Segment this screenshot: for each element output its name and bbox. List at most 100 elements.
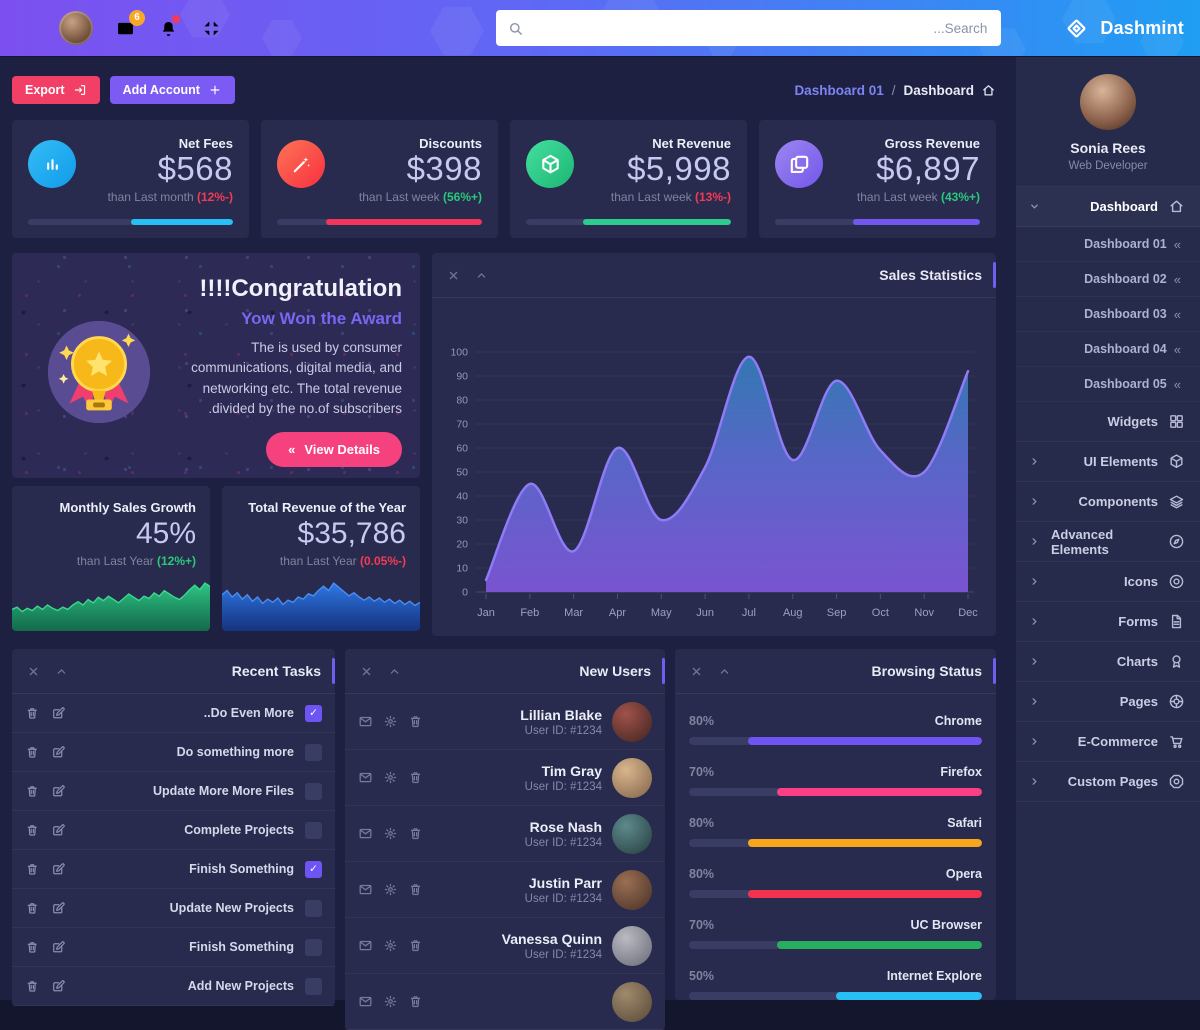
brand-logo[interactable]: Dashmint xyxy=(1063,15,1184,42)
edit-icon[interactable] xyxy=(51,745,66,760)
browser-usage-row: 70% Firefox xyxy=(675,745,996,796)
sidebar-subitem-dashboard-03[interactable]: Dashboard 03 « xyxy=(1016,297,1200,332)
trash-icon[interactable] xyxy=(25,862,40,877)
edit-icon[interactable] xyxy=(51,901,66,916)
edit-icon[interactable] xyxy=(51,823,66,838)
envelope-icon[interactable] xyxy=(358,882,373,897)
envelope-icon[interactable] xyxy=(358,826,373,841)
edit-icon[interactable] xyxy=(51,784,66,799)
envelope-icon[interactable] xyxy=(358,938,373,953)
trash-icon[interactable] xyxy=(25,745,40,760)
sidebar-profile: Sonia Rees Web Developer xyxy=(1016,56,1200,187)
trash-icon[interactable] xyxy=(408,994,423,1009)
sidebar-item-components[interactable]: Components xyxy=(1016,482,1200,522)
export-button[interactable]: Export xyxy=(12,76,100,104)
trash-icon[interactable] xyxy=(25,784,40,799)
sidebar-item-dashboard[interactable]: Dashboard xyxy=(1016,187,1200,227)
edit-icon[interactable] xyxy=(51,979,66,994)
gear-icon[interactable] xyxy=(383,938,398,953)
dashmint-logo-icon xyxy=(1063,15,1090,42)
task-label: Finish Something xyxy=(189,940,294,954)
trash-icon[interactable] xyxy=(25,706,40,721)
task-checkbox[interactable] xyxy=(305,899,322,917)
notifications-icon[interactable] xyxy=(158,14,180,39)
sidebar-item-icons[interactable]: Icons xyxy=(1016,562,1200,602)
task-checkbox[interactable]: ✓ xyxy=(305,860,322,878)
gear-icon[interactable] xyxy=(383,826,398,841)
chevron-right-icon xyxy=(1028,495,1041,508)
trash-icon[interactable] xyxy=(25,979,40,994)
trash-icon[interactable] xyxy=(25,940,40,955)
chevron-up-icon[interactable] xyxy=(54,664,69,679)
sidebar-item-pages[interactable]: Pages xyxy=(1016,682,1200,722)
chevron-up-icon[interactable] xyxy=(474,268,489,283)
fullscreen-icon[interactable] xyxy=(201,18,222,39)
chevron-up-icon[interactable] xyxy=(387,664,402,679)
trash-icon[interactable] xyxy=(25,901,40,916)
task-checkbox[interactable]: ✓ xyxy=(305,704,322,722)
bars-icon xyxy=(28,140,76,188)
trash-icon[interactable] xyxy=(408,826,423,841)
sidebar-item-e-commerce[interactable]: E-Commerce xyxy=(1016,722,1200,762)
navbar-user-avatar[interactable] xyxy=(59,11,93,45)
sidebar-subitem-dashboard-04[interactable]: Dashboard 04 « xyxy=(1016,332,1200,367)
trash-icon[interactable] xyxy=(408,714,423,729)
search-input[interactable] xyxy=(496,10,1002,46)
gear-icon[interactable] xyxy=(383,714,398,729)
edit-icon[interactable] xyxy=(51,940,66,955)
task-checkbox[interactable] xyxy=(305,821,322,839)
box-icon xyxy=(1168,453,1185,470)
panel-title: New Users xyxy=(579,663,651,679)
stat-progress-fill xyxy=(326,219,482,225)
add-account-button[interactable]: Add Account xyxy=(109,76,235,104)
sidebar-item-widgets[interactable]: Widgets xyxy=(1016,402,1200,442)
messages-icon[interactable]: 6 xyxy=(115,9,145,39)
trash-icon[interactable] xyxy=(408,770,423,785)
gear-icon[interactable] xyxy=(383,882,398,897)
usage-progress-track xyxy=(689,839,982,847)
envelope-icon[interactable] xyxy=(358,714,373,729)
svg-text:Jul: Jul xyxy=(742,607,756,619)
stat-card-discounts: Discounts $398 than Last week (56%+) xyxy=(261,120,498,238)
sidebar-subitem-dashboard-05[interactable]: Dashboard 05 « xyxy=(1016,367,1200,402)
sidebar-item-ui-elements[interactable]: UI Elements xyxy=(1016,442,1200,482)
task-checkbox[interactable] xyxy=(305,938,322,956)
close-icon[interactable] xyxy=(359,664,374,679)
user-avatar xyxy=(612,701,652,742)
chevron-up-icon[interactable] xyxy=(717,664,732,679)
close-icon[interactable] xyxy=(446,268,461,283)
view-details-button[interactable]: « View Details xyxy=(266,432,402,467)
user-avatar xyxy=(612,813,652,854)
edit-icon[interactable] xyxy=(51,706,66,721)
close-icon[interactable] xyxy=(689,664,704,679)
trash-icon[interactable] xyxy=(408,938,423,953)
sidebar-item-charts[interactable]: Charts xyxy=(1016,642,1200,682)
nav-menu-icon[interactable] xyxy=(1021,16,1045,40)
svg-text:80: 80 xyxy=(456,395,468,407)
sidebar-subitem-dashboard-02[interactable]: Dashboard 02 « xyxy=(1016,262,1200,297)
sidebar-item-custom-pages[interactable]: Custom Pages xyxy=(1016,762,1200,802)
envelope-icon[interactable] xyxy=(358,994,373,1009)
sparkline-chart xyxy=(222,575,420,631)
gear-icon[interactable] xyxy=(383,770,398,785)
task-checkbox[interactable] xyxy=(305,977,322,995)
sidebar-subitem-dashboard-01[interactable]: Dashboard 01 « xyxy=(1016,227,1200,262)
task-checkbox[interactable] xyxy=(305,743,322,761)
breadcrumb-link[interactable]: Dashboard 01 xyxy=(794,82,884,98)
top-navbar: 6 Dashmint xyxy=(0,0,1200,56)
browser-name: Firefox xyxy=(940,765,982,779)
sidebar-item-forms[interactable]: Forms xyxy=(1016,602,1200,642)
close-icon[interactable] xyxy=(26,664,41,679)
award-icon xyxy=(1168,653,1185,670)
edit-icon[interactable] xyxy=(51,862,66,877)
user-id: User ID: #1234 xyxy=(524,948,602,961)
stat-delta: (13%-) xyxy=(694,189,731,204)
trash-icon[interactable] xyxy=(25,823,40,838)
task-checkbox[interactable] xyxy=(305,782,322,800)
gear-icon[interactable] xyxy=(383,994,398,1009)
trash-icon[interactable] xyxy=(408,882,423,897)
envelope-icon[interactable] xyxy=(358,770,373,785)
sidebar-item-advanced-elements[interactable]: Advanced Elements xyxy=(1016,522,1200,562)
main-content: Export Add Account Dashboard 01 / Dashbo… xyxy=(0,56,1016,1030)
sidebar-toggle-icon[interactable] xyxy=(16,18,37,39)
